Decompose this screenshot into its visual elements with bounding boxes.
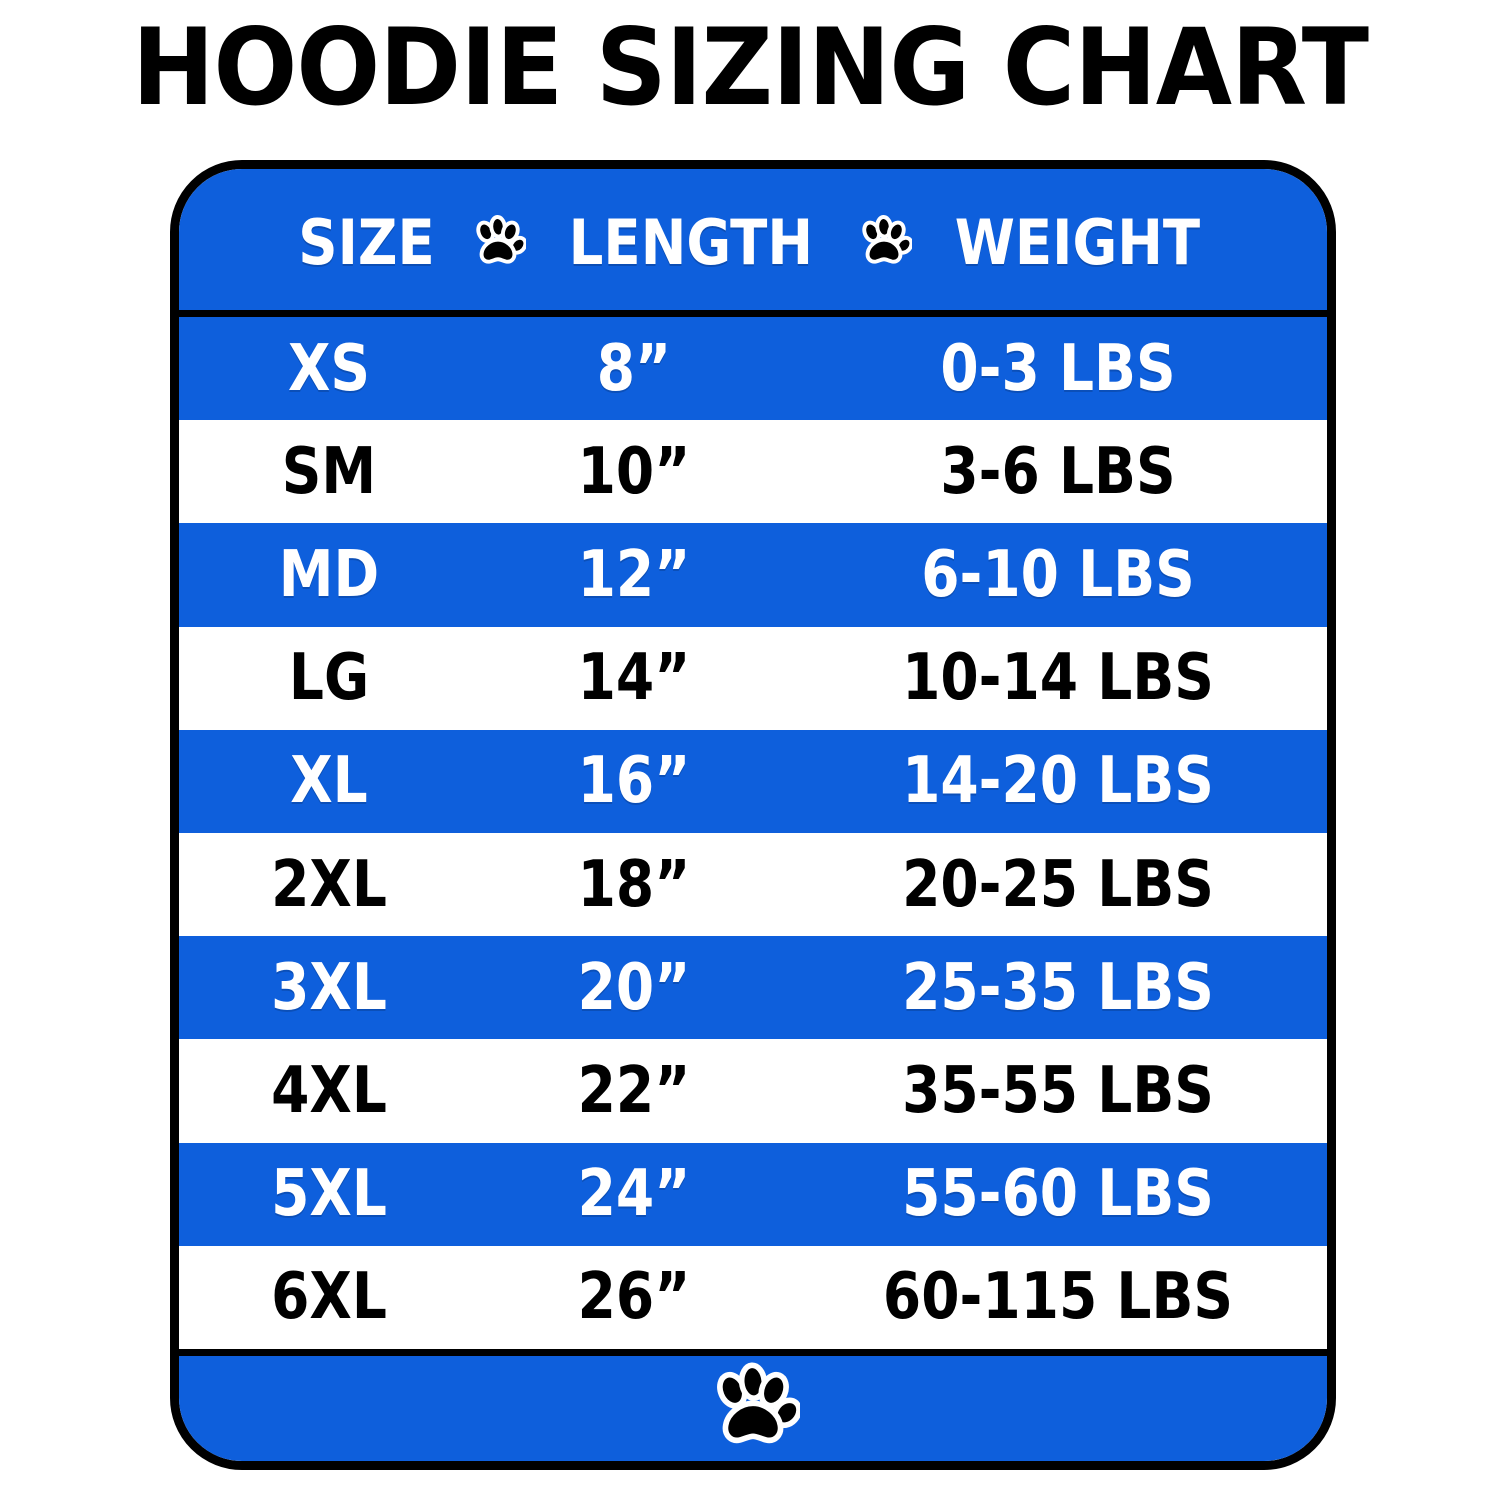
column-header-length: LENGTH <box>568 205 814 279</box>
sizing-table-card: SIZE LENGTH <box>170 160 1336 1470</box>
table-row: LG 14” 10-14 LBS <box>179 626 1327 730</box>
page-title: HOODIE SIZING CHART <box>131 6 1369 129</box>
column-header-weight: WEIGHT <box>954 205 1201 279</box>
cell-length: 24” <box>577 1157 691 1232</box>
cell-length: 22” <box>577 1054 691 1129</box>
table-row: 6XL 26” 60-115 LBS <box>179 1245 1327 1350</box>
cell-size: 4XL <box>271 1054 387 1129</box>
table-row: 5XL 24” 55-60 LBS <box>179 1142 1327 1246</box>
cell-size: 3XL <box>271 950 387 1025</box>
cell-length: 8” <box>596 331 672 406</box>
cell-length: 14” <box>577 641 691 716</box>
cell-length: 16” <box>577 744 691 819</box>
cell-length: 18” <box>577 847 691 922</box>
table-row: XS 8” 0-3 LBS <box>179 317 1327 421</box>
cell-weight: 55-60 LBS <box>902 1157 1214 1232</box>
cell-weight: 25-35 LBS <box>902 950 1214 1025</box>
cell-size: 2XL <box>271 847 387 922</box>
cell-size: 5XL <box>271 1157 387 1232</box>
cell-weight: 14-20 LBS <box>902 744 1214 819</box>
table-row: 3XL 20” 25-35 LBS <box>179 936 1327 1040</box>
table-body: XS 8” 0-3 LBS SM 10” 3-6 LBS MD 12” 6-10… <box>179 317 1327 1350</box>
cell-weight: 3-6 LBS <box>940 434 1176 509</box>
column-header-size: SIZE <box>298 205 435 279</box>
cell-size: SM <box>281 434 377 509</box>
cell-length: 10” <box>577 434 691 509</box>
paw-print-icon <box>470 214 528 271</box>
table-row: 4XL 22” 35-55 LBS <box>179 1039 1327 1143</box>
cell-size: MD <box>278 538 380 612</box>
paw-print-icon <box>856 214 914 271</box>
table-row: MD 12” 6-10 LBS <box>179 523 1327 627</box>
cell-weight: 35-55 LBS <box>902 1054 1214 1129</box>
paw-print-icon <box>706 1362 802 1456</box>
table-row: XL 16” 14-20 LBS <box>179 729 1327 834</box>
cell-size: 6XL <box>271 1260 387 1335</box>
table-row: SM 10” 3-6 LBS <box>179 420 1327 524</box>
cell-weight: 20-25 LBS <box>902 847 1214 922</box>
table-footer-row <box>179 1349 1327 1461</box>
table-header-row: SIZE LENGTH <box>179 169 1327 317</box>
cell-weight: 6-10 LBS <box>921 538 1195 612</box>
cell-length: 12” <box>577 538 691 612</box>
cell-size: XS <box>287 331 371 406</box>
cell-size: XL <box>290 744 368 819</box>
table-row: 2XL 18” 20-25 LBS <box>179 833 1327 937</box>
cell-weight: 10-14 LBS <box>902 641 1214 716</box>
cell-size: LG <box>288 641 370 716</box>
cell-weight: 0-3 LBS <box>940 331 1176 406</box>
cell-length: 26” <box>577 1260 691 1335</box>
cell-length: 20” <box>577 950 691 1025</box>
cell-weight: 60-115 LBS <box>882 1260 1234 1335</box>
